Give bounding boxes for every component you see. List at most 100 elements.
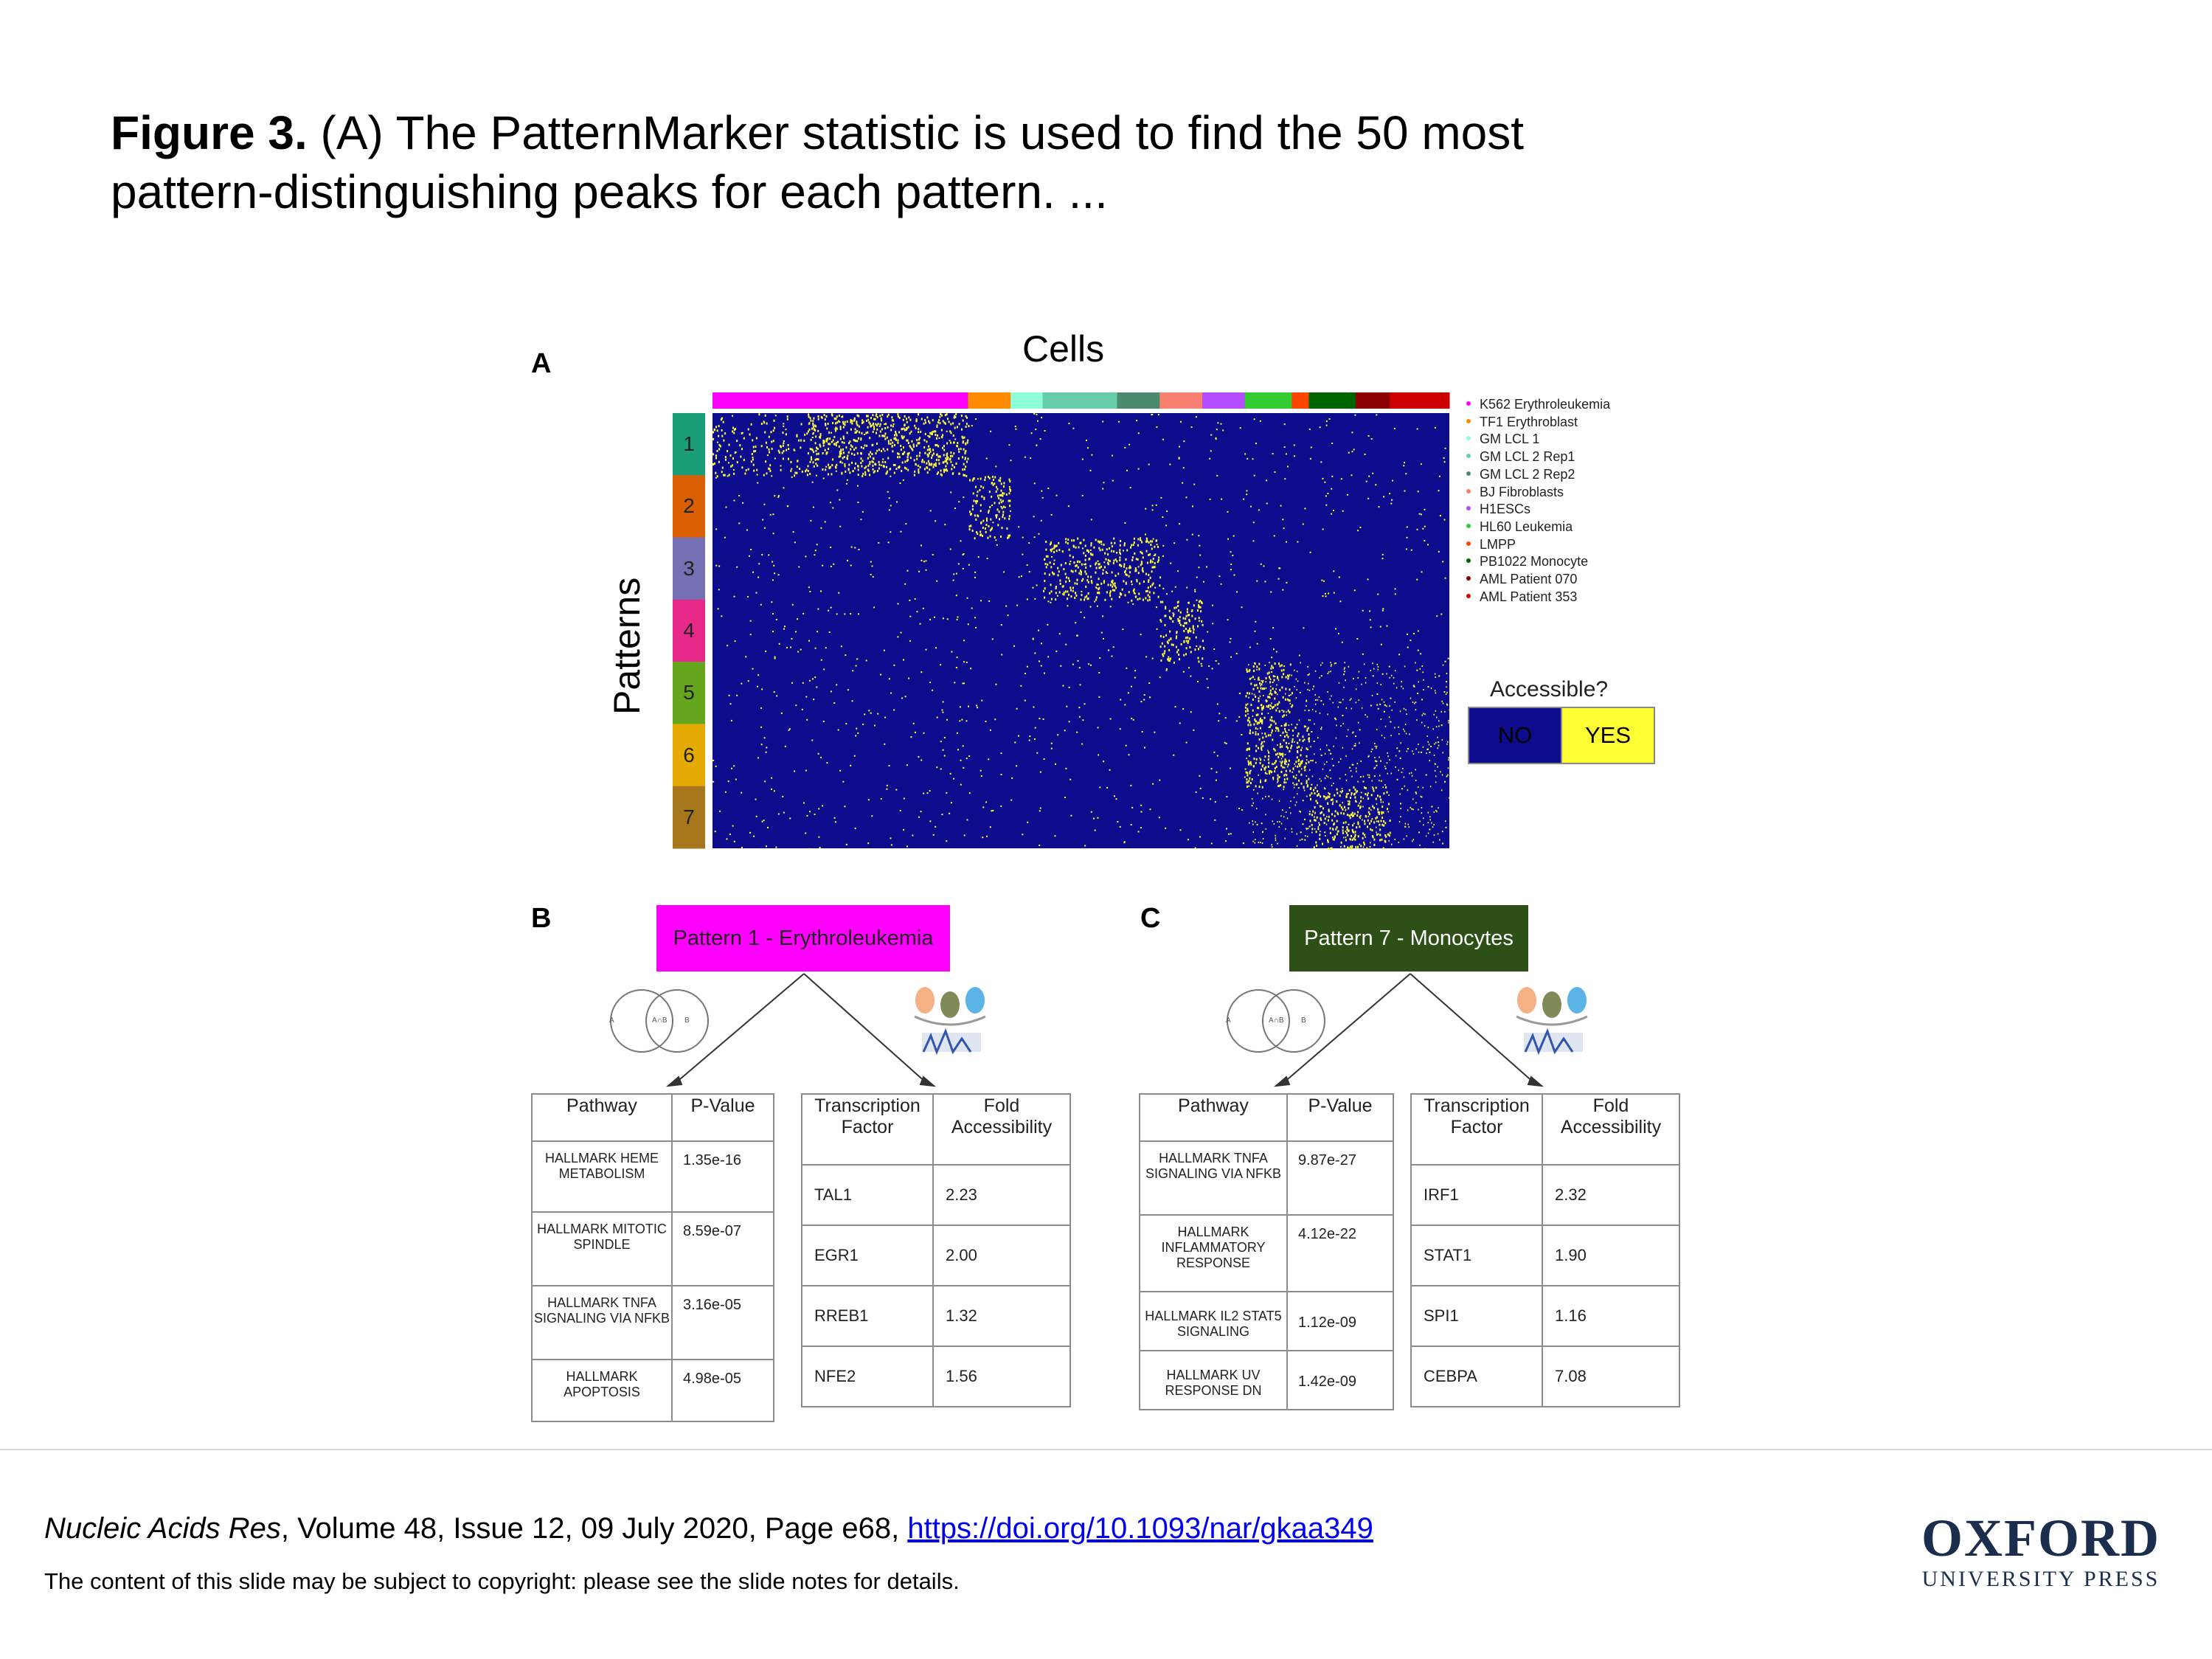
cell-group-bar-2 bbox=[968, 392, 1011, 409]
pattern-label-6: 6 bbox=[683, 743, 695, 766]
pvalue-header: P-Value bbox=[671, 1093, 774, 1142]
legend-dot bbox=[1466, 418, 1471, 423]
venn-diagram-icon-b bbox=[610, 989, 709, 1053]
cell-group-bar-9 bbox=[1292, 392, 1309, 409]
pattern-1-box: Pattern 1 - Erythroleukemia bbox=[656, 905, 950, 971]
table-row: HALLMARK HEME METABOLISM 1.35e-16 bbox=[531, 1140, 774, 1213]
legend-item: H1ESCs bbox=[1480, 502, 1531, 517]
panel-b-tf-table: Transcription Factor Fold Accessibility … bbox=[801, 1093, 1071, 1407]
legend-dot bbox=[1466, 401, 1471, 406]
venn-c-label-ab: A∩B bbox=[1269, 1016, 1284, 1025]
pathway-cell: HALLMARK TNFA SIGNALING VIA NFKB bbox=[1139, 1140, 1288, 1216]
cell-group-bar-10 bbox=[1308, 392, 1356, 409]
pattern-bar-5 bbox=[673, 662, 705, 724]
tf-header: Transcription Factor bbox=[1410, 1093, 1543, 1166]
table-row: IRF1 2.32 bbox=[1410, 1164, 1680, 1226]
legend-item: GM LCL 2 Rep1 bbox=[1480, 449, 1575, 465]
venn-b-label-b: B bbox=[684, 1016, 690, 1025]
cell-type-color-bar bbox=[713, 392, 1450, 409]
venn-diagram-icon-c bbox=[1227, 989, 1325, 1053]
panel-c-tf-table: Transcription Factor Fold Accessibility … bbox=[1410, 1093, 1680, 1407]
legend-item: BJ Fibroblasts bbox=[1480, 484, 1564, 499]
pathway-cell: HALLMARK IL2 STAT5 SIGNALING bbox=[1139, 1291, 1288, 1351]
pathway-cell: HALLMARK MITOTIC SPINDLE bbox=[531, 1211, 673, 1286]
table-row: HALLMARK TNFA SIGNALING VIA NFKB 3.16e-0… bbox=[531, 1285, 774, 1360]
pattern-label-4: 4 bbox=[683, 619, 695, 642]
cell-group-bar-11 bbox=[1355, 392, 1390, 409]
table-row: HALLMARK UV RESPONSE DN 1.42e-09 bbox=[1139, 1350, 1394, 1410]
cell-group-bar-5 bbox=[1117, 392, 1160, 409]
legend-dot bbox=[1466, 488, 1471, 493]
pattern-bar-3 bbox=[673, 537, 705, 600]
cell-group-bar-4 bbox=[1042, 392, 1118, 409]
accessible-legend-title: Accessible? bbox=[1490, 677, 1609, 702]
legend-item: TF1 Erythroblast bbox=[1480, 414, 1578, 429]
panel-c-arrows bbox=[1273, 973, 1544, 1087]
citation: Nucleic Acids Res, Volume 48, Issue 12, … bbox=[44, 1512, 1373, 1545]
table-row: SPI1 1.16 bbox=[1410, 1285, 1680, 1347]
cell-group-bar-1 bbox=[713, 392, 968, 409]
accessible-no-box: NO bbox=[1468, 707, 1562, 764]
venn-b-label-a: A bbox=[609, 1016, 614, 1025]
pathway-header: Pathway bbox=[531, 1093, 673, 1142]
legend-item: GM LCL 1 bbox=[1480, 432, 1540, 447]
pattern-bar-4 bbox=[673, 599, 705, 662]
tf-cell: STAT1 bbox=[1410, 1225, 1543, 1286]
legend-dot bbox=[1466, 454, 1471, 459]
cell-group-bar-6 bbox=[1159, 392, 1203, 409]
fold-cell: 2.00 bbox=[932, 1225, 1071, 1286]
cell-group-bar-7 bbox=[1202, 392, 1246, 409]
pathway-cell: HALLMARK TNFA SIGNALING VIA NFKB bbox=[531, 1285, 673, 1360]
panel-c-letter: C bbox=[1140, 903, 1161, 934]
copyright-notice: The content of this slide may be subject… bbox=[44, 1568, 960, 1594]
tf-cell: SPI1 bbox=[1410, 1285, 1543, 1347]
table-row: HALLMARK TNFA SIGNALING VIA NFKB 9.87e-2… bbox=[1139, 1140, 1394, 1216]
table-row: EGR1 2.00 bbox=[801, 1225, 1071, 1286]
table-row: NFE2 1.56 bbox=[801, 1345, 1071, 1407]
panel-a-letter: A bbox=[531, 348, 552, 379]
fold-header: Fold Accessibility bbox=[1542, 1093, 1680, 1166]
journal-name: Nucleic Acids Res bbox=[44, 1512, 281, 1545]
pattern-7-box: Pattern 7 - Monocytes bbox=[1289, 905, 1528, 971]
panel-b-letter: B bbox=[531, 903, 552, 934]
footer-divider bbox=[0, 1449, 2212, 1450]
table-row: HALLMARK INFLAMMATORY RESPONSE 4.12e-22 bbox=[1139, 1214, 1394, 1292]
legend-dot bbox=[1466, 541, 1471, 546]
transcription-factor-icon-c bbox=[1516, 987, 1588, 1056]
fold-cell: 1.16 bbox=[1542, 1285, 1680, 1347]
table-row: STAT1 1.90 bbox=[1410, 1225, 1680, 1286]
pathway-cell: HALLMARK UV RESPONSE DN bbox=[1139, 1350, 1288, 1410]
table-row: CEBPA 7.08 bbox=[1410, 1345, 1680, 1407]
caption-text-line1: (A) The PatternMarker statistic is used … bbox=[307, 106, 1525, 159]
pattern-label-1: 1 bbox=[683, 432, 695, 456]
figure-caption: Figure 3. (A) The PatternMarker statisti… bbox=[111, 103, 1955, 221]
oxford-logo: OXFORD bbox=[1921, 1509, 2160, 1568]
pvalue-cell: 8.59e-07 bbox=[671, 1211, 774, 1286]
pattern-bar-2 bbox=[673, 475, 705, 538]
doi-link[interactable]: https://doi.org/10.1093/nar/gkaa349 bbox=[907, 1512, 1373, 1545]
venn-c-label-a: A bbox=[1226, 1016, 1231, 1025]
tf-cell: IRF1 bbox=[1410, 1164, 1543, 1226]
tf-cell: RREB1 bbox=[801, 1285, 934, 1347]
pattern-label-3: 3 bbox=[683, 556, 695, 580]
pathway-cell: HALLMARK APOPTOSIS bbox=[531, 1359, 673, 1422]
cell-group-bar-3 bbox=[1010, 392, 1044, 409]
legend-item: PB1022 Monocyte bbox=[1480, 554, 1589, 569]
pattern-color-bar bbox=[673, 413, 705, 849]
pvalue-cell: 1.12e-09 bbox=[1286, 1291, 1394, 1351]
pathway-header: Pathway bbox=[1139, 1093, 1288, 1142]
pvalue-cell: 4.98e-05 bbox=[671, 1359, 774, 1422]
venn-c-label-b: B bbox=[1301, 1016, 1306, 1025]
tf-cell: TAL1 bbox=[801, 1164, 934, 1226]
pattern-bar-1 bbox=[673, 413, 705, 476]
legend-dot bbox=[1466, 523, 1471, 528]
table-row: HALLMARK IL2 STAT5 SIGNALING 1.12e-09 bbox=[1139, 1291, 1394, 1351]
caption-label: Figure 3. bbox=[111, 106, 308, 159]
fold-cell: 1.90 bbox=[1542, 1225, 1680, 1286]
legend-dot bbox=[1466, 558, 1471, 564]
university-press-logo: UNIVERSITY PRESS bbox=[1921, 1567, 2160, 1591]
pattern-bar-6 bbox=[673, 724, 705, 787]
cell-group-bar-12 bbox=[1390, 392, 1450, 409]
legend-dot bbox=[1466, 593, 1471, 598]
